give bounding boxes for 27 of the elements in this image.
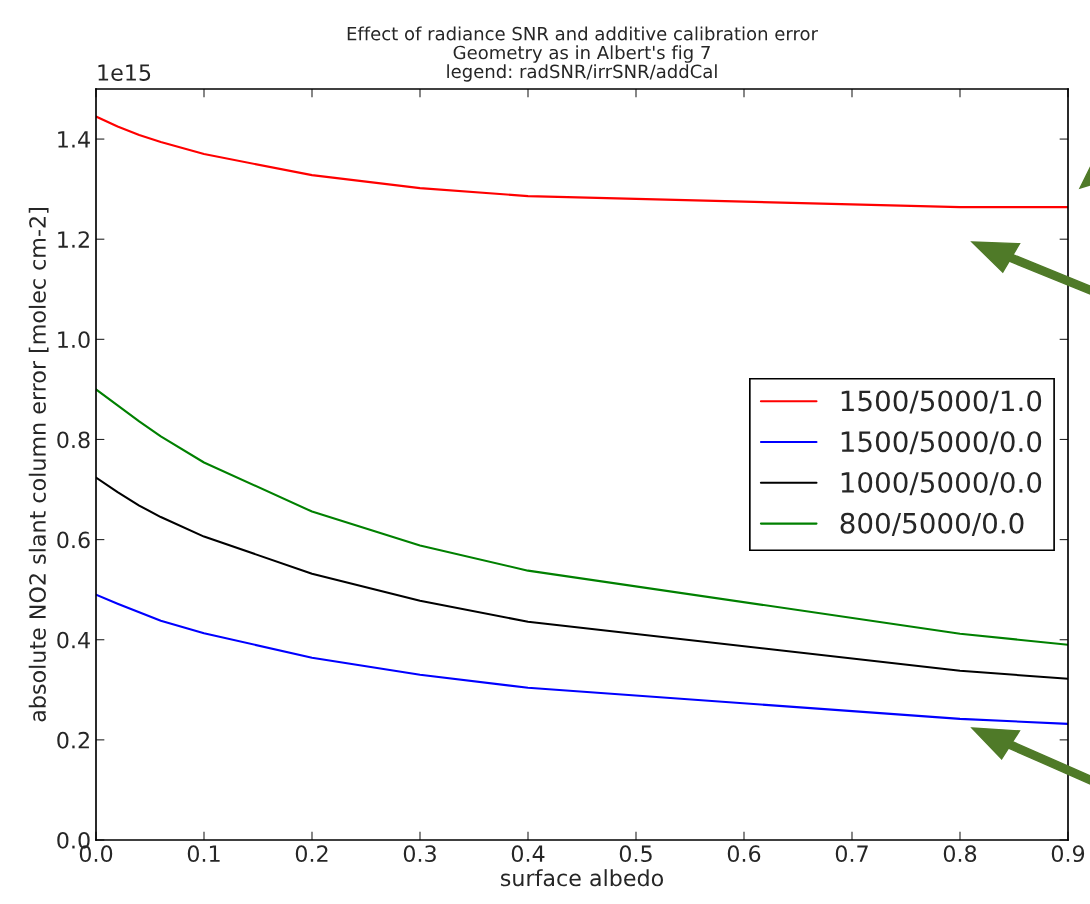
line-series	[96, 115, 1068, 209]
y-tick-label: 0.8	[57, 431, 90, 449]
legend-label: 1500/5000/1.0	[841, 390, 1042, 414]
y-tick-label: 0.2	[57, 731, 89, 749]
legend-label: 1000/5000/0.0	[841, 471, 1042, 496]
line-series	[96, 388, 1068, 646]
line-series	[96, 593, 1068, 725]
y-tick-label: 1.4	[58, 131, 90, 148]
x-tick-label: 0.2	[295, 845, 328, 863]
x-tick-label: 0.6	[727, 845, 761, 863]
x-tick-label: 0.3	[403, 845, 436, 863]
legend-label: 1500/5000/0.0	[841, 431, 1042, 455]
y-tick-label: 1.0	[58, 331, 90, 349]
x-tick-label: 0.7	[835, 845, 868, 863]
legend-label: 800/5000/0.0	[840, 512, 1024, 536]
y-tick-label: 1.2	[58, 231, 89, 248]
x-tick-label: 0.9	[1051, 845, 1085, 863]
y-axis-title: absolute NO2 slant column error [molec cm-2]	[28, 208, 49, 722]
y-tick-label: 0.4	[57, 631, 90, 649]
x-tick-label: 0.8	[943, 845, 977, 863]
chart-title: Effect of radiance SNR and additive calibration error Geometry as in Albert's fig 7 legend: radSNR/irrSNR/addCal	[347, 26, 818, 82]
x-tick-label: 0.1	[187, 845, 220, 863]
x-axis-title: surface albedo	[500, 869, 664, 887]
text: 1e15	[98, 64, 151, 81]
x-tick-label: 0.4	[511, 845, 545, 863]
y-tick-label: 0.6	[57, 531, 90, 549]
x-tick-label: 0.5	[619, 845, 652, 863]
